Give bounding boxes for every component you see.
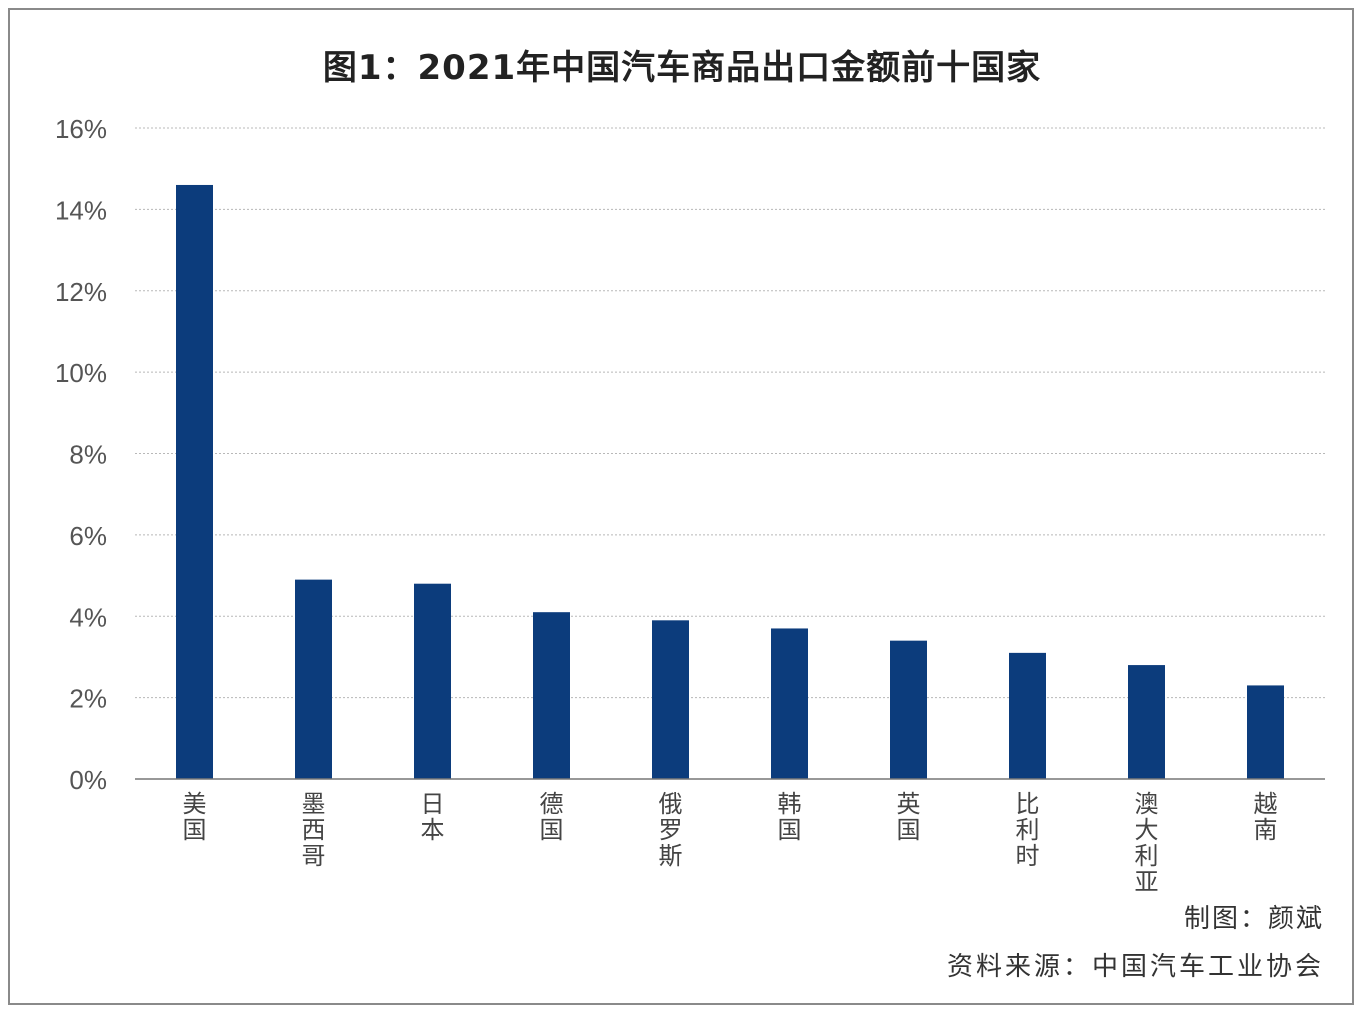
x-tick-label: 德国 xyxy=(540,790,564,844)
bar xyxy=(1009,652,1046,779)
bar xyxy=(533,612,570,779)
bar xyxy=(176,184,213,779)
x-tick-label: 俄罗斯 xyxy=(659,790,683,870)
bar xyxy=(890,640,927,779)
data-source-credit: 资料来源：中国汽车工业协会 xyxy=(946,952,1324,982)
bar xyxy=(1247,685,1284,779)
y-tick-label: 12% xyxy=(55,277,107,307)
y-tick-label: 4% xyxy=(69,602,107,632)
x-tick-label: 越南 xyxy=(1254,790,1278,844)
y-tick-label: 6% xyxy=(69,521,107,551)
y-tick-label: 0% xyxy=(69,765,107,795)
chart-title: 图1：2021年中国汽车商品出口金额前十国家 xyxy=(322,48,1042,88)
x-tick-label: 日本 xyxy=(421,790,445,844)
chart-frame xyxy=(8,8,1354,1005)
x-tick-label: 比利时 xyxy=(1016,790,1040,870)
x-tick-label: 英国 xyxy=(897,790,921,844)
bars xyxy=(176,184,1284,779)
x-tick-label: 韩国 xyxy=(778,790,802,844)
bar xyxy=(414,583,451,779)
y-tick-label: 8% xyxy=(69,440,107,470)
x-axis-labels: 美国 墨西哥 日本 德国 俄罗斯 韩国 英国 比利时 澳大利亚 越南 xyxy=(183,790,1278,896)
bar xyxy=(295,579,332,779)
x-tick-label: 墨西哥 xyxy=(302,790,326,870)
y-tick-label: 16% xyxy=(55,114,107,144)
x-tick-label: 美国 xyxy=(183,790,207,844)
y-tick-label: 14% xyxy=(55,195,107,225)
y-tick-label: 10% xyxy=(55,358,107,388)
bar xyxy=(652,620,689,779)
y-axis-ticks: 0% 2% 4% 6% 8% 10% 12% 14% 16% xyxy=(55,114,107,795)
x-tick-label: 澳大利亚 xyxy=(1135,790,1159,896)
chart-maker-credit: 制图：颜斌 xyxy=(1183,904,1324,934)
bar xyxy=(771,628,808,779)
y-tick-label: 2% xyxy=(69,684,107,714)
bar xyxy=(1128,665,1165,779)
